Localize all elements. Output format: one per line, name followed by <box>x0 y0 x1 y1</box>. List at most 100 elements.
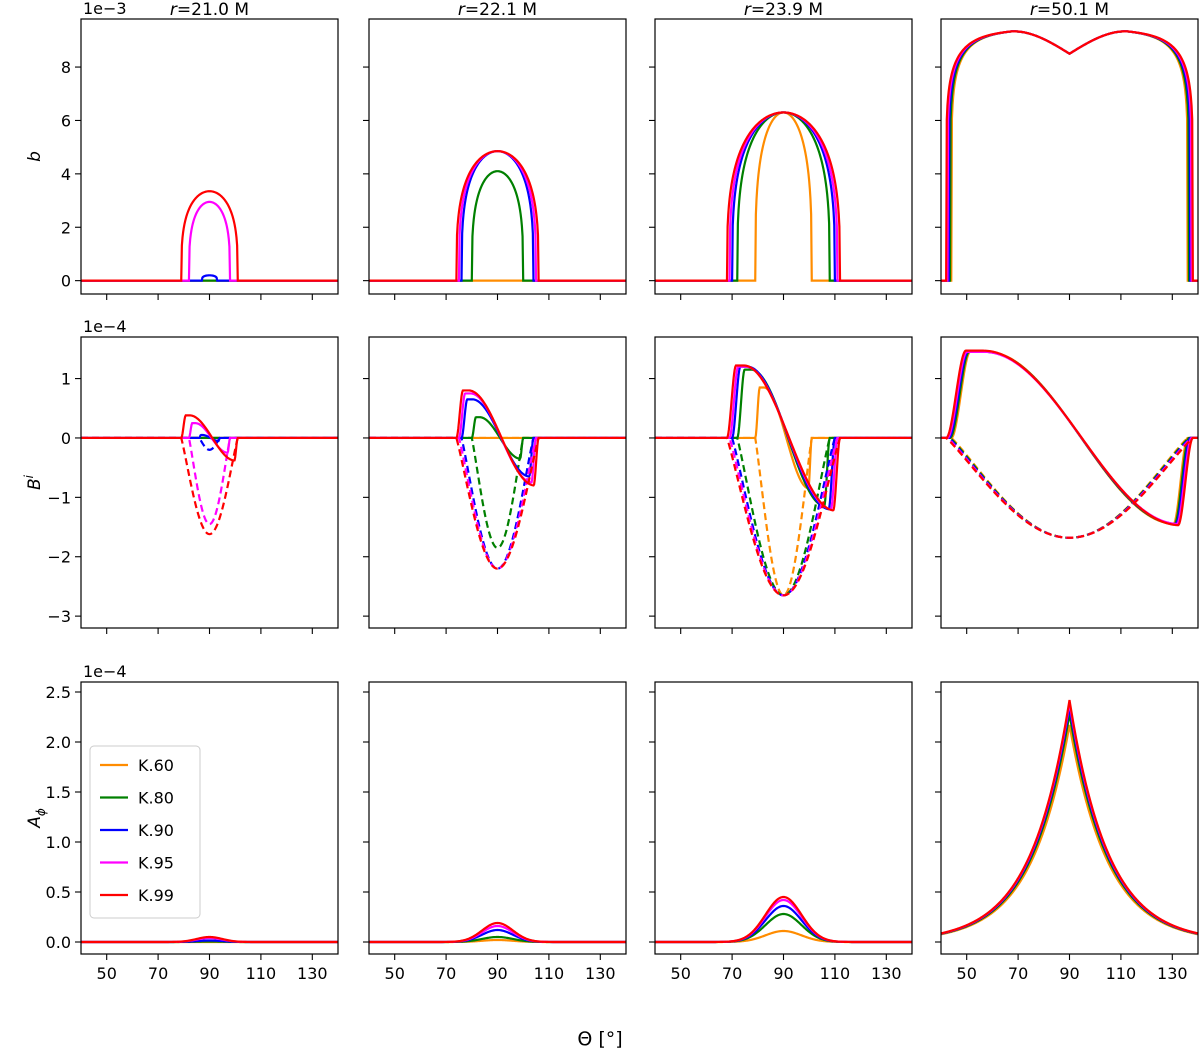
y-tick-label: −1 <box>47 488 71 507</box>
series-K.99-r0-c0 <box>81 190 338 282</box>
legend-label-K.60: K.60 <box>138 756 174 775</box>
panel-r2-c1: 50 70 90 110 130 <box>363 681 627 983</box>
y-tick-label: 1 <box>61 370 71 389</box>
panel-r1-c2 <box>649 336 913 634</box>
x-tick-label: 70 <box>148 964 168 983</box>
y-tick-label: 2 <box>61 218 71 237</box>
axes-frame-r1-c1 <box>368 336 627 629</box>
x-tick-label: 110 <box>820 964 851 983</box>
series-K.95-r0-c3 <box>941 30 1198 282</box>
series-K.99-r1-c3 <box>941 349 1198 527</box>
legend: K.60 K.80 K.90 K.95 K.99 <box>89 745 201 919</box>
series-K.90-dashed-r1-c2 <box>655 436 912 597</box>
series-K.60-r0-c3 <box>941 30 1198 282</box>
series-K.95-r2-c3 <box>941 702 1198 935</box>
y-tick-label: 0 <box>61 429 71 448</box>
x-tick-label: 50 <box>97 964 117 983</box>
series-K.60-dashed-r1-c2 <box>655 436 912 597</box>
series-K.99-dashed-r1-c3 <box>941 436 1198 539</box>
series-K.99-r0-c3 <box>941 30 1198 282</box>
x-tick-label: 130 <box>1157 964 1188 983</box>
y-tick-label: 2.5 <box>46 683 71 702</box>
series-K.95-r1-c3 <box>941 350 1198 526</box>
panel-r1-c0: −3 −2 −1 0 1 <box>47 336 339 634</box>
y-multiplier-row0: 1e−3 <box>83 0 127 18</box>
y-axis-label-row2: Aϕ <box>25 808 48 829</box>
x-tick-label: 110 <box>1106 964 1137 983</box>
panel-r2-c0: 50 70 90 110 130 0.0 0.5 1.0 1.5 2.0 2.5 <box>46 681 339 983</box>
series-K.90-r2-c2 <box>655 904 912 944</box>
series-K.60-r1-c3 <box>941 350 1198 526</box>
series-K.80-r1-c3 <box>941 350 1198 526</box>
panel-r2-c2: 50 70 90 110 130 <box>649 681 913 983</box>
series-K.90-dashed-r1-c1 <box>369 436 626 570</box>
y-tick-label: 2.0 <box>46 733 71 752</box>
series-K.99-r1-c0 <box>81 414 338 462</box>
series-K.99-r2-c0 <box>81 935 338 944</box>
series-K.90-r1-c3 <box>941 350 1198 526</box>
panel-r1-c1 <box>363 336 627 634</box>
series-K.95-dashed-r1-c2 <box>655 436 912 597</box>
y-multiplier-row1: 1e−4 <box>83 317 127 336</box>
axes-frame-r1-c3 <box>940 336 1199 629</box>
axes-frame-r0-c2 <box>654 18 913 295</box>
x-axis-label: Θ [°] <box>577 1028 622 1050</box>
axes-frame-r1-c0 <box>80 336 339 629</box>
series-K.99-r2-c3 <box>941 699 1198 935</box>
x-tick-label: 90 <box>1059 964 1079 983</box>
panel-r0-c2 <box>649 18 913 300</box>
axes-frame-r0-c1 <box>368 18 627 295</box>
x-tick-label: 90 <box>487 964 507 983</box>
series-K.95-dashed-r1-c3 <box>941 436 1198 539</box>
series-K.80-dashed-r1-c3 <box>941 436 1198 539</box>
series-K.60-r2-c3 <box>941 724 1198 936</box>
column-title-3: r=50.1 M <box>1030 0 1109 20</box>
legend-label-K.95: K.95 <box>138 854 174 873</box>
series-K.80-r2-c2 <box>655 912 912 944</box>
y-tick-label: 1.5 <box>46 783 71 802</box>
x-tick-label: 50 <box>385 964 405 983</box>
panel-r0-c1 <box>363 18 627 300</box>
panel-r1-c3 <box>935 336 1199 634</box>
series-K.90-dashed-r1-c3 <box>941 436 1198 539</box>
x-tick-label: 90 <box>199 964 219 983</box>
x-tick-label: 110 <box>534 964 565 983</box>
series-K.99-dashed-r1-c2 <box>655 436 912 597</box>
legend-label-K.99: K.99 <box>138 886 174 905</box>
series-K.99-r0-c1 <box>369 150 626 282</box>
series-K.99-r2-c1 <box>369 921 626 944</box>
y-tick-label: 0.5 <box>46 883 71 902</box>
series-K.99-dashed-r1-c1 <box>369 436 626 570</box>
axes-frame-r2-c1 <box>368 681 627 955</box>
x-tick-label: 70 <box>436 964 456 983</box>
y-tick-label: 8 <box>61 58 71 77</box>
series-K.80-r0-c3 <box>941 30 1198 282</box>
series-K.99-dashed-r1-c0 <box>81 436 338 536</box>
y-tick-label: 1.0 <box>46 833 71 852</box>
legend-label-K.80: K.80 <box>138 789 174 808</box>
x-tick-label: 70 <box>1008 964 1028 983</box>
series-K.95-dashed-r1-c1 <box>369 436 626 570</box>
x-tick-label: 110 <box>246 964 277 983</box>
series-K.95-r0-c2 <box>655 111 912 282</box>
series-K.80-r0-c2 <box>655 111 912 282</box>
column-title-1: r=22.1 M <box>458 0 537 20</box>
series-K.60-r0-c2 <box>655 111 912 282</box>
series-K.80-r0-c1 <box>369 170 626 282</box>
y-axis-label-row1: Bi <box>22 474 45 490</box>
axes-frame-r2-c3 <box>940 681 1199 955</box>
column-title-2: r=23.9 M <box>744 0 823 20</box>
series-K.90-dashed-r1-c0 <box>81 436 338 451</box>
y-tick-label: 6 <box>61 111 71 130</box>
series-K.95-r0-c0 <box>81 200 338 282</box>
x-tick-label: 130 <box>585 964 616 983</box>
y-tick-label: 4 <box>61 165 71 184</box>
series-K.80-r2-c3 <box>941 713 1198 935</box>
y-tick-label: 0 <box>61 272 71 291</box>
series-K.90-r0-c3 <box>941 30 1198 282</box>
y-tick-label: −3 <box>47 607 71 626</box>
x-tick-label: 50 <box>671 964 691 983</box>
y-tick-label: 0.0 <box>46 933 71 952</box>
x-tick-label: 130 <box>871 964 902 983</box>
